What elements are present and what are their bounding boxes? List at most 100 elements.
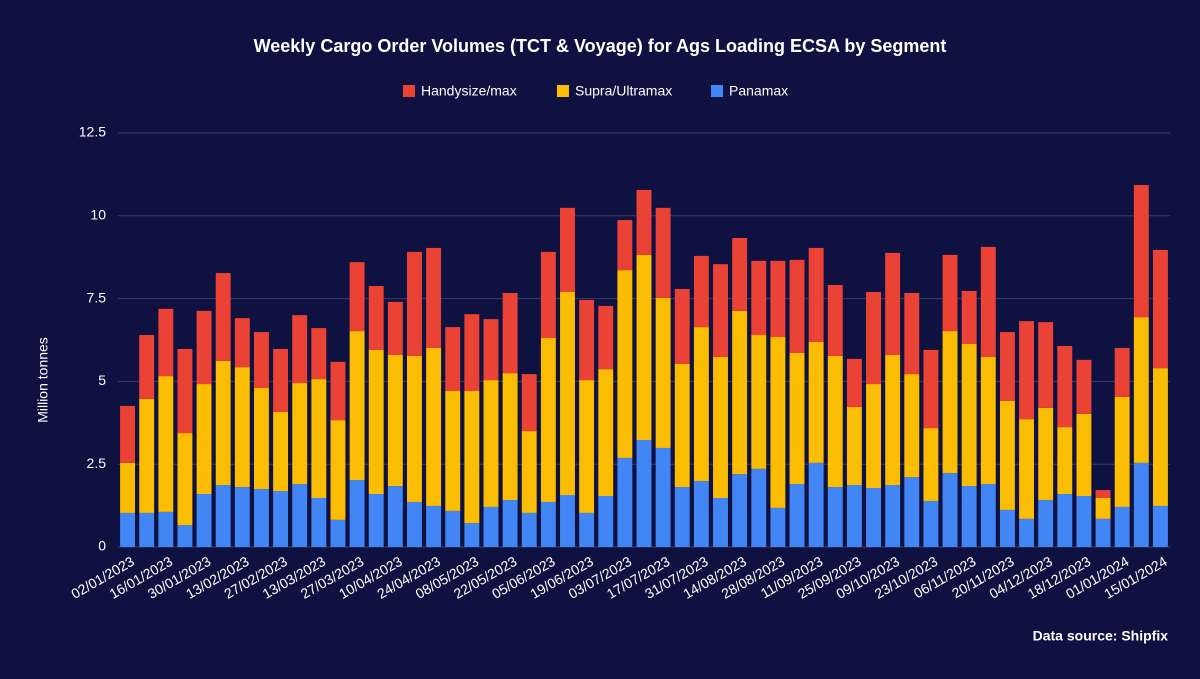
bar-segment [426,347,442,506]
bar-segment [598,495,614,547]
bar-segment [177,433,193,526]
bar-segment [1019,321,1035,420]
bar-segment [674,288,690,364]
bar-segment [407,501,422,547]
bar-segment [770,507,786,547]
bar-segment [215,360,231,486]
bar-segment [311,379,327,498]
bar-segment [1114,347,1130,397]
bar-segment [120,405,136,463]
bar-segment [292,383,308,485]
bar-segment [827,487,843,547]
bar-segment [1133,317,1149,463]
bar-segment [311,328,327,380]
bar-segment [999,400,1015,510]
bar-segment [579,299,595,381]
bar-segment [770,337,786,508]
bar-segment [751,468,767,547]
bar-segment [560,495,575,547]
bar-segment [655,297,671,448]
bar-segment [827,285,843,356]
bar-segment [1019,419,1035,519]
y-tick-label: 0 [98,538,106,554]
bar-segment [693,481,709,547]
bar-segment [445,510,461,547]
bar-segment [158,511,174,547]
bar-segment [885,485,901,547]
bar-segment [617,457,633,547]
legend-label: Supra/Ultramax [575,83,672,99]
bar-segment [961,343,977,487]
bar-segment [1095,518,1111,547]
bar-segment [999,509,1015,547]
bar-segment [1076,359,1092,414]
bar-segment [579,512,595,547]
bar-segment [483,319,499,381]
bar-segment [139,398,155,513]
bar-segment [1095,490,1111,498]
bar-segment [330,519,346,547]
bar-segment [521,374,537,432]
bar-segment [789,484,805,547]
bar-segment [598,305,614,370]
bar-segment [1038,322,1054,408]
bar-segment [349,262,365,332]
bar-segment [942,254,958,332]
bar-segment [445,391,461,511]
bar-segment [540,501,556,547]
y-tick-label: 7.5 [87,289,107,305]
bar-segment [1057,427,1073,495]
bar-segment [158,376,174,512]
bar-segment [273,491,289,547]
legend-swatch [557,85,569,97]
bar-segment [885,354,901,486]
bar-segment [368,349,384,495]
y-tick-label: 2.5 [87,455,107,471]
bar-segment [387,486,403,547]
bar-segment [617,270,633,458]
bar-segment [215,273,231,361]
bar-segment [234,487,250,547]
bar-segment [253,332,269,389]
bar-segment [292,315,308,384]
bar-segment [387,301,403,355]
bar-segment [579,380,595,513]
bar-segment [789,259,805,353]
bar-segment [464,391,480,524]
bar-segment [177,525,193,547]
bar-segment [961,290,977,344]
bar-segment [980,484,996,547]
bar-segment [445,327,461,392]
bar-segment [808,462,824,547]
bar-segment [1076,413,1092,496]
bar-segment [942,473,958,547]
y-tick-label: 5 [98,372,106,388]
bar-segment [368,286,384,350]
bar-segment [961,486,977,547]
bar-segment [693,327,709,482]
bar-segment [1152,505,1168,547]
bar-segment [732,474,748,547]
bar-segment [330,420,346,520]
bar-segment [808,247,824,342]
bar-segment [1057,494,1073,547]
bar-segment [923,428,939,501]
bar-segment [713,497,728,547]
bar-segment [464,314,480,392]
bar-segment [560,207,575,292]
bar-segment [464,523,480,547]
bar-segment [234,318,250,368]
bar-segment [292,484,308,547]
bar-segment [598,369,614,496]
bar-segment [311,497,327,547]
y-axis-label: Million tonnes [35,337,51,423]
bar-segment [502,499,518,547]
bar-segment [1095,497,1111,519]
bar-segment [655,207,671,298]
bar-segment [215,485,231,547]
bar-segment [866,384,881,489]
bar-segment [407,251,422,356]
bar-segment [827,355,843,488]
bar-segment [980,246,996,357]
bar-segment [674,363,690,488]
